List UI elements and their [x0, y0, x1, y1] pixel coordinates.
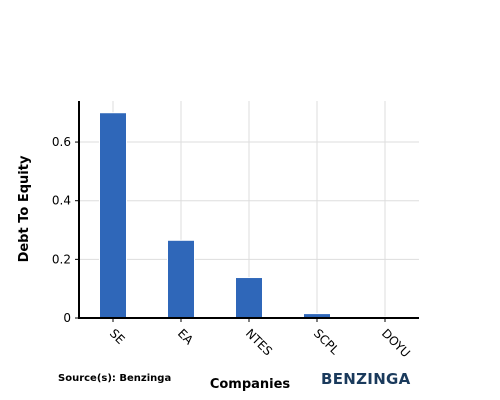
x-tick-label-se: SE: [107, 326, 128, 347]
x-tick-label-ntes: NTES: [243, 326, 275, 358]
y-axis-title: Debt To Equity: [17, 155, 32, 262]
bar-se: [99, 112, 127, 319]
x-tick-label-scpl: SCPL: [311, 326, 342, 357]
y-tick-label: 0.2: [52, 252, 71, 266]
x-tick-label-doyu: DOYU: [379, 326, 413, 360]
y-tick-label: 0.4: [52, 194, 71, 208]
y-tick-labels: 0 0.2 0.4 0.6: [52, 135, 79, 325]
bar-ea: [167, 239, 195, 319]
source-note: Source(s): Benzinga: [58, 373, 171, 384]
bar-ntes: [235, 277, 263, 319]
x-tick-labels: SE EA NTES SCPL DOYU: [107, 318, 413, 360]
x-axis-title: Companies: [210, 377, 291, 392]
x-tick-label-ea: EA: [175, 326, 197, 348]
benzinga-logo: BENZINGA: [321, 370, 411, 388]
y-tick-label: 0: [63, 311, 71, 325]
bars: [99, 112, 399, 319]
y-tick-label: 0.6: [52, 135, 71, 149]
